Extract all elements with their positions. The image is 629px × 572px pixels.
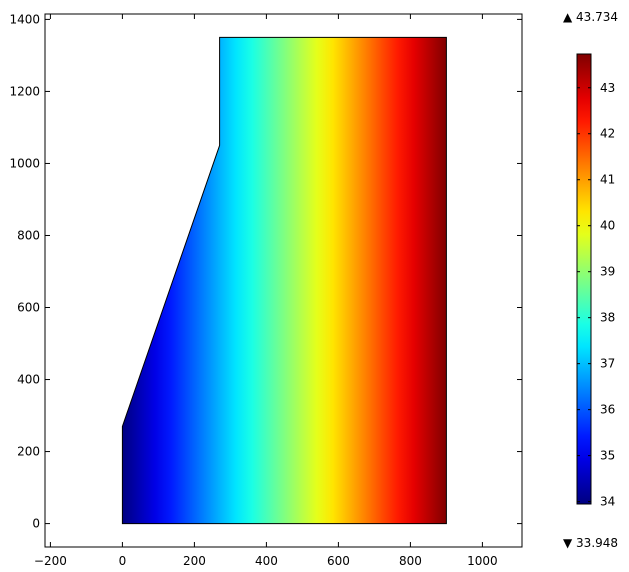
y-tick-label: 600 (17, 301, 40, 315)
y-tick-label: 400 (17, 373, 40, 387)
y-tick-label: 1200 (9, 84, 40, 98)
x-tick-label: 600 (327, 554, 350, 568)
y-tick-label: 1400 (9, 12, 40, 26)
colorbar-ticks: 34 35 36 37 38 39 40 41 42 43 (577, 81, 615, 509)
colorbar-tick-label: 40 (600, 219, 615, 233)
colorbar-tick-label: 39 (600, 265, 615, 279)
x-tick-label: −200 (34, 554, 67, 568)
y-axis: 0 200 400 600 800 1000 1200 1400 (9, 12, 522, 531)
temperature-domain (121, 36, 447, 525)
colorbar-tick-label: 36 (600, 403, 615, 417)
y-tick-label: 1000 (9, 156, 40, 170)
colorbar-tick-label: 34 (600, 495, 615, 509)
colorbar-max-label: ▲ 43.734 (563, 10, 618, 24)
colorbar (576, 53, 592, 505)
x-tick-label: 0 (119, 554, 127, 568)
y-tick-label: 200 (17, 445, 40, 459)
y-tick-label: 0 (32, 517, 40, 531)
y-tick-label: 800 (17, 228, 40, 242)
x-axis: −200 0 200 400 600 800 1000 (34, 14, 498, 568)
colorbar-tick-label: 41 (600, 173, 615, 187)
colorbar-tick-label: 42 (600, 127, 615, 141)
x-tick-label: 400 (255, 554, 278, 568)
x-tick-label: 200 (183, 554, 206, 568)
colorbar-tick-label: 35 (600, 449, 615, 463)
x-tick-label: 1000 (467, 554, 498, 568)
colorbar-min-label: ▼ 33.948 (563, 536, 618, 550)
colorbar-tick-label: 38 (600, 311, 615, 325)
x-tick-label: 800 (399, 554, 422, 568)
colorbar-tick-label: 43 (600, 81, 615, 95)
colorbar-tick-label: 37 (600, 357, 615, 371)
